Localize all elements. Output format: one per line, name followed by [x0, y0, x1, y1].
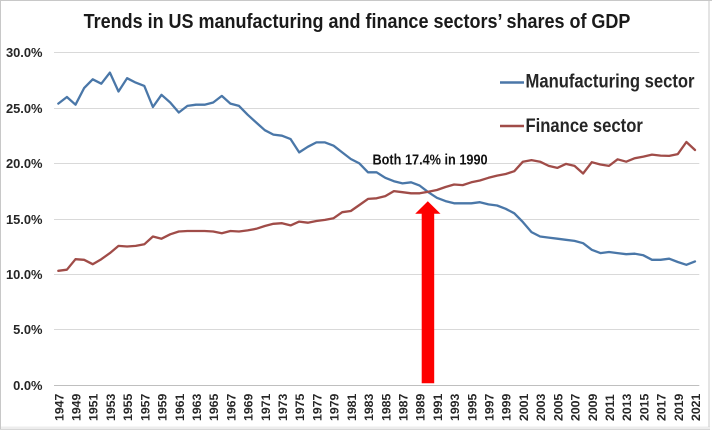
svg-text:1951: 1951: [87, 393, 101, 421]
svg-text:25.0%: 25.0%: [6, 101, 43, 116]
svg-text:1967: 1967: [224, 393, 238, 421]
svg-text:1987: 1987: [397, 393, 411, 421]
svg-text:2007: 2007: [569, 393, 583, 421]
svg-text:1995: 1995: [465, 393, 479, 421]
svg-text:1949: 1949: [70, 393, 84, 421]
svg-text:1977: 1977: [310, 393, 324, 421]
svg-text:2009: 2009: [586, 393, 600, 421]
svg-text:15.0%: 15.0%: [6, 212, 43, 227]
svg-text:1989: 1989: [414, 393, 428, 421]
svg-text:1953: 1953: [104, 393, 118, 421]
svg-text:1957: 1957: [138, 393, 152, 421]
svg-text:2011: 2011: [603, 394, 617, 421]
svg-text:0.0%: 0.0%: [13, 378, 43, 393]
svg-text:10.0%: 10.0%: [6, 267, 43, 282]
svg-text:1983: 1983: [362, 393, 376, 421]
svg-text:5.0%: 5.0%: [13, 322, 43, 337]
svg-text:Both 17.4% in 1990: Both 17.4% in 1990: [373, 152, 488, 168]
svg-text:1993: 1993: [448, 393, 462, 421]
svg-text:1969: 1969: [242, 393, 256, 421]
svg-text:1973: 1973: [276, 393, 290, 421]
svg-text:1981: 1981: [345, 393, 359, 421]
svg-text:1975: 1975: [293, 393, 307, 421]
svg-text:1999: 1999: [500, 393, 514, 421]
svg-text:1979: 1979: [328, 393, 342, 421]
svg-text:Manufacturing sector: Manufacturing sector: [526, 70, 695, 92]
svg-text:2019: 2019: [672, 393, 686, 421]
svg-text:1985: 1985: [379, 393, 393, 421]
svg-text:2021: 2021: [689, 393, 703, 421]
svg-text:1965: 1965: [207, 393, 221, 421]
svg-text:2005: 2005: [551, 393, 565, 421]
svg-text:1955: 1955: [121, 393, 135, 421]
svg-text:1991: 1991: [431, 393, 445, 421]
svg-text:20.0%: 20.0%: [6, 156, 43, 171]
svg-text:30.0%: 30.0%: [6, 45, 43, 60]
svg-text:2017: 2017: [655, 393, 669, 421]
svg-text:1959: 1959: [156, 393, 170, 421]
svg-text:Trends in US manufacturing and: Trends in US manufacturing and finance s…: [84, 11, 631, 33]
svg-text:2013: 2013: [620, 393, 634, 421]
svg-text:Finance sector: Finance sector: [526, 115, 643, 137]
svg-text:1947: 1947: [52, 393, 66, 421]
svg-text:1971: 1971: [259, 393, 273, 421]
svg-text:1963: 1963: [190, 393, 204, 421]
svg-text:1997: 1997: [483, 393, 497, 421]
svg-text:2015: 2015: [637, 393, 651, 421]
svg-text:1961: 1961: [173, 393, 187, 421]
svg-text:2001: 2001: [517, 393, 531, 421]
svg-text:2003: 2003: [534, 393, 548, 421]
